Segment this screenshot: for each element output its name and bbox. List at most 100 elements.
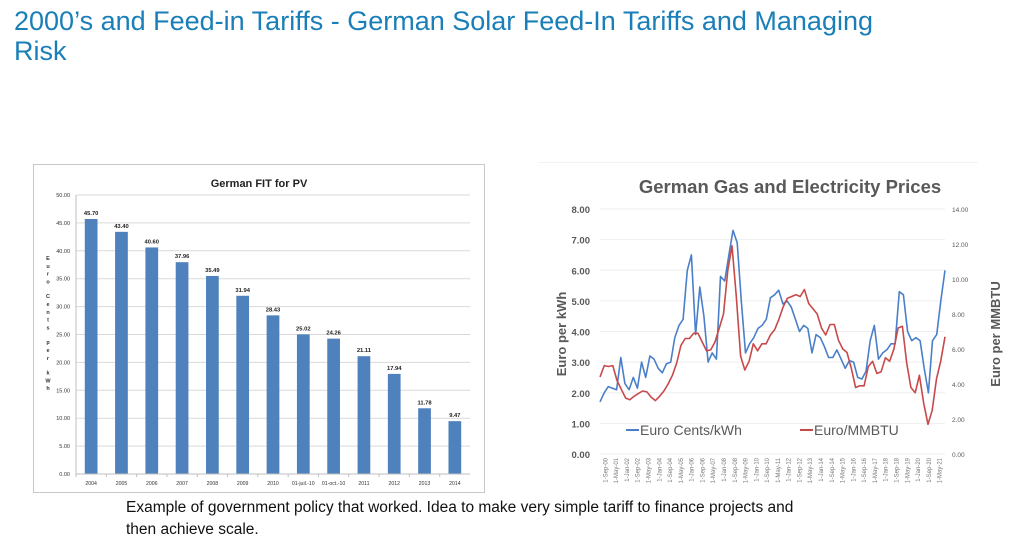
y2-tick-label: 2.00 xyxy=(952,417,965,424)
y-tick-label: 0.00 xyxy=(572,450,591,461)
bar xyxy=(448,421,462,474)
slide-title: 2000’s and Feed-in Tariffs - German Sola… xyxy=(14,6,873,66)
x-tick-label: 1-Sep-16 xyxy=(862,457,868,482)
y-axis-label-char: h xyxy=(46,386,50,392)
x-tick-label: 2005 xyxy=(116,481,128,487)
y2-tick-label: 8.00 xyxy=(952,312,965,319)
x-tick-label: 1-Jan-12 xyxy=(787,457,793,481)
bar-data-label: 43.40 xyxy=(114,224,129,230)
x-tick-label: 2006 xyxy=(146,481,158,487)
y-tick-label: 35.00 xyxy=(56,277,70,283)
y-axis-label-char: t xyxy=(47,318,49,324)
x-tick-label: 1-Jan-16 xyxy=(851,457,857,481)
x-axis-ticks: 1-Sep-00 1-May-01 1-Jan-02 1-Sep-02 1-May-03… xyxy=(603,457,943,483)
x-tick-label: 2014 xyxy=(449,481,461,487)
y-tick-label: 25.00 xyxy=(56,333,70,339)
x-tick-label: 1-Sep-08 xyxy=(733,457,739,482)
bar xyxy=(418,408,431,474)
x-tick-label: 2011 xyxy=(358,481,369,487)
gas-electricity-line-chart-svg: German Gas and Electricity Prices 0.00 1.… xyxy=(538,161,1003,483)
x-tick-label: 1-May-11 xyxy=(776,457,782,483)
bar-data-label: 35.49 xyxy=(205,268,220,274)
x-tick-label: 1-Sep-14 xyxy=(830,457,836,482)
y-axis-label-char: o xyxy=(46,279,50,285)
bar-data-label: 9.47 xyxy=(449,413,460,419)
y-tick-label: 50.00 xyxy=(56,193,70,199)
y-tick-label: 6.00 xyxy=(572,266,591,277)
x-tick-label: 1-Sep-00 xyxy=(603,457,609,482)
fit-bar-chart: German FIT for PV 0.00 5.00 10.00 15.00 20.0… xyxy=(33,164,485,493)
bar xyxy=(357,356,371,474)
legend: Euro Cents/kWh Euro/MMBTU xyxy=(626,422,899,438)
bar-data-label: 17.94 xyxy=(387,366,402,372)
bar-data-label: 28.43 xyxy=(266,307,281,313)
slide-caption: Example of government policy that worked… xyxy=(126,499,794,538)
y2-axis-ticks: 0.00 2.00 4.00 6.00 8.00 10.00 12.00 14.00 xyxy=(952,207,969,459)
bar-data-label: 21.11 xyxy=(357,348,372,354)
x-tick-label: 1-May-05 xyxy=(679,457,685,483)
y-tick-label: 5.00 xyxy=(59,444,70,450)
x-axis-ticks: 2004 2005 2006 2007 2008 2009 2010 01-juil.-10 0… xyxy=(75,473,470,487)
series-line-euro-mmbtu xyxy=(599,245,946,426)
x-tick-label: 2004 xyxy=(85,481,97,487)
y-axis-label-char: n xyxy=(46,310,50,316)
x-tick-label: 1-Jan-10 xyxy=(754,457,760,481)
y-axis-label-char: k xyxy=(46,371,50,377)
legend-label-euro-mmbtu: Euro/MMBTU xyxy=(814,422,899,438)
bar-data-label: 37.96 xyxy=(175,254,190,260)
x-tick-label: 1-May-07 xyxy=(711,457,717,483)
x-tick-label: 2012 xyxy=(388,481,400,487)
x-tick-label: 1-May-15 xyxy=(841,457,847,483)
y-axis-label-char: u xyxy=(46,264,49,270)
bar-data-label: 24.26 xyxy=(326,331,341,337)
bar xyxy=(327,338,340,474)
bar xyxy=(236,295,250,474)
x-tick-label: 1-Jan-20 xyxy=(916,457,922,481)
bar xyxy=(175,262,189,474)
y-tick-label: 0.00 xyxy=(59,472,70,478)
y-axis-label: Euro per kWh xyxy=(554,292,569,377)
legend-label-euro-cents: Euro Cents/kWh xyxy=(640,422,742,438)
y-axis-label-char: r xyxy=(47,272,50,278)
series-lines xyxy=(599,229,946,426)
bar xyxy=(115,231,128,474)
x-tick-label: 1-May-21 xyxy=(938,457,944,483)
x-tick-label: 2013 xyxy=(419,481,431,487)
y2-tick-label: 4.00 xyxy=(952,382,965,389)
y-tick-label: 5.00 xyxy=(572,297,591,308)
y-tick-label: 1.00 xyxy=(572,419,591,430)
y-tick-label: 3.00 xyxy=(572,358,591,369)
x-tick-label: 1-Sep-18 xyxy=(894,457,900,482)
x-tick-label: 2008 xyxy=(207,481,219,487)
x-tick-label: 01-juil.-10 xyxy=(292,481,315,487)
y-tick-label: 2.00 xyxy=(572,389,591,400)
y2-tick-label: 12.00 xyxy=(952,242,969,249)
y-axis-ticks: 0.00 5.00 10.00 15.00 20.00 25.00 30.00 35.00 40… xyxy=(56,193,70,478)
x-tick-label: 1-Sep-12 xyxy=(797,457,803,482)
y-tick-label: 40.00 xyxy=(56,249,70,255)
bar xyxy=(145,247,159,474)
y-tick-label: 10.00 xyxy=(56,416,70,422)
x-tick-label: 1-Jan-14 xyxy=(819,457,825,481)
chart-title: German Gas and Electricity Prices xyxy=(639,176,941,197)
x-tick-label: 1-Sep-06 xyxy=(700,457,706,482)
x-tick-label: 1-May-03 xyxy=(647,457,653,483)
y-tick-label: 45.00 xyxy=(56,221,70,227)
bar-data-label: 45.70 xyxy=(84,211,99,217)
y-tick-label: 20.00 xyxy=(56,360,70,366)
x-tick-label: 2007 xyxy=(176,481,188,487)
y-axis-label-char: p xyxy=(46,340,50,346)
x-tick-label: 1-May-19 xyxy=(905,457,911,483)
y-axis-label-char: W xyxy=(45,378,51,384)
x-tick-label: 1-Jan-04 xyxy=(657,457,663,481)
y-axis-label-char: s xyxy=(46,325,49,331)
y-axis-label-char: e xyxy=(46,348,49,354)
bar-data-label: 25.02 xyxy=(296,326,311,332)
bar xyxy=(266,315,280,474)
series-line-euro-cents-kwh xyxy=(599,229,946,403)
y-tick-label: 30.00 xyxy=(56,305,70,311)
gas-electricity-line-chart: German Gas and Electricity Prices 0.00 1.… xyxy=(538,161,1024,502)
x-tick-label: 1-Jan-06 xyxy=(690,457,696,481)
x-tick-label: 1-Sep-04 xyxy=(668,457,674,482)
